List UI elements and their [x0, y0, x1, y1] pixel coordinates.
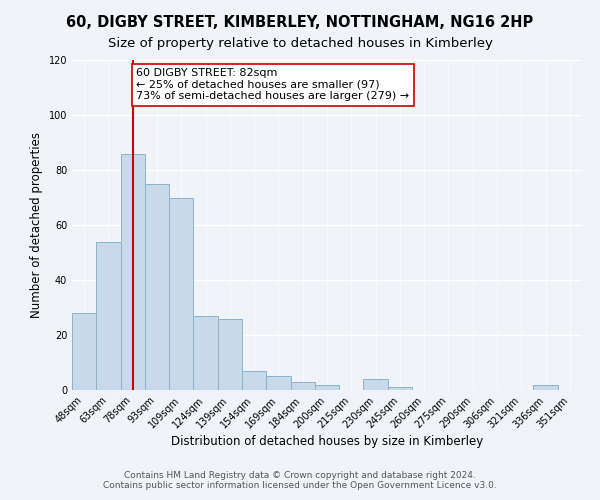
- Bar: [242, 371, 266, 390]
- Bar: [315, 384, 339, 390]
- Bar: [145, 184, 169, 390]
- Bar: [266, 376, 290, 390]
- Text: Contains HM Land Registry data © Crown copyright and database right 2024.
Contai: Contains HM Land Registry data © Crown c…: [103, 470, 497, 490]
- Bar: [533, 384, 558, 390]
- Bar: [290, 382, 315, 390]
- Bar: [388, 387, 412, 390]
- Text: Size of property relative to detached houses in Kimberley: Size of property relative to detached ho…: [107, 38, 493, 51]
- Bar: [121, 154, 145, 390]
- Bar: [96, 242, 121, 390]
- Text: 60, DIGBY STREET, KIMBERLEY, NOTTINGHAM, NG16 2HP: 60, DIGBY STREET, KIMBERLEY, NOTTINGHAM,…: [67, 15, 533, 30]
- Text: 60 DIGBY STREET: 82sqm
← 25% of detached houses are smaller (97)
73% of semi-det: 60 DIGBY STREET: 82sqm ← 25% of detached…: [136, 68, 409, 102]
- Bar: [169, 198, 193, 390]
- Y-axis label: Number of detached properties: Number of detached properties: [30, 132, 43, 318]
- Bar: [72, 313, 96, 390]
- Bar: [364, 379, 388, 390]
- Bar: [193, 316, 218, 390]
- Bar: [218, 318, 242, 390]
- X-axis label: Distribution of detached houses by size in Kimberley: Distribution of detached houses by size …: [171, 436, 483, 448]
